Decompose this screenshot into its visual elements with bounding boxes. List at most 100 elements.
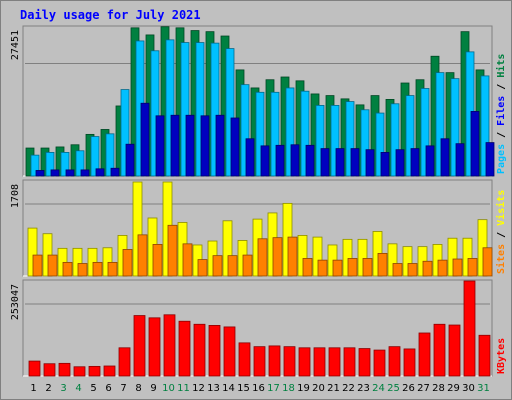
bar-pages-day-25	[395, 149, 405, 177]
bar-sites-day-19	[302, 258, 313, 277]
bar-sites-day-21	[332, 259, 343, 277]
bar-files-day-20	[315, 105, 325, 177]
bar-kbytes-day-15	[238, 342, 251, 377]
bar-kbytes-day-5	[88, 365, 101, 377]
bar-pages-day-29	[455, 143, 465, 177]
bar-sites-day-8	[137, 234, 148, 277]
x-label-day-27: 27	[417, 383, 430, 394]
bar-sites-day-13	[212, 255, 223, 277]
legend-label: Hits	[495, 54, 507, 78]
bar-visits-day-6	[102, 247, 113, 277]
bar-kbytes-day-8	[133, 315, 146, 377]
x-label-day-22: 22	[342, 383, 355, 394]
legend-hits-files-pages: Pages / Files / Hits	[495, 54, 507, 174]
bar-kbytes-day-25	[388, 346, 401, 377]
x-label-day-3: 3	[60, 383, 66, 394]
bar-pages-day-14	[230, 117, 240, 177]
bar-files-day-5	[90, 136, 100, 177]
bar-sites-day-22	[347, 258, 358, 277]
bar-files-day-15	[240, 84, 250, 177]
bar-sites-day-11	[182, 243, 193, 277]
bar-kbytes-day-7	[118, 347, 131, 377]
bar-kbytes-day-12	[193, 323, 206, 377]
bar-pages-day-12	[200, 115, 210, 177]
bar-visits-day-29	[447, 237, 458, 277]
bar-pages-day-4	[80, 169, 90, 177]
bar-kbytes-day-19	[298, 347, 311, 377]
bar-kbytes-day-18	[283, 346, 296, 377]
bar-kbytes-day-22	[343, 347, 356, 377]
bar-files-day-25	[390, 103, 400, 177]
bar-sites-day-12	[197, 259, 208, 277]
bar-kbytes-day-30	[463, 280, 476, 377]
bar-pages-day-8	[140, 102, 150, 177]
bar-kbytes-day-14	[223, 326, 236, 377]
bar-files-day-18	[285, 87, 295, 177]
bar-kbytes-day-27	[418, 332, 431, 377]
bar-files-day-2	[45, 152, 55, 177]
bar-visits-day-4	[72, 247, 83, 277]
bar-files-day-23	[360, 109, 370, 177]
x-label-day-30: 30	[462, 383, 475, 394]
x-label-day-8: 8	[135, 383, 141, 394]
bar-kbytes-day-9	[148, 317, 161, 377]
x-label-day-7: 7	[120, 383, 126, 394]
legend-kbytes: KBytes	[496, 338, 507, 374]
bar-kbytes-day-29	[448, 324, 461, 377]
bar-pages-day-19	[305, 144, 315, 177]
bar-files-day-9	[150, 50, 160, 177]
bar-pages-day-15	[245, 138, 255, 177]
bar-pages-day-13	[215, 114, 225, 177]
bar-sites-day-23	[362, 258, 373, 277]
bar-sites-day-31	[482, 247, 493, 277]
x-label-day-4: 4	[75, 383, 81, 394]
bar-files-day-13	[210, 42, 220, 177]
bar-kbytes-day-4	[73, 366, 86, 377]
bar-files-day-24	[375, 112, 385, 177]
bar-kbytes-day-24	[373, 349, 386, 377]
legend-visits-sites: Sites / Visits	[495, 190, 507, 274]
legend-label: Pages	[496, 144, 507, 174]
x-label-day-12: 12	[192, 383, 205, 394]
bar-files-day-31	[480, 75, 490, 177]
bar-kbytes-day-21	[328, 347, 341, 377]
bar-files-day-7	[120, 89, 130, 177]
bar-visits-day-19	[297, 235, 308, 277]
x-label-day-20: 20	[312, 383, 325, 394]
bar-files-day-11	[180, 42, 190, 177]
bar-sites-day-20	[317, 259, 328, 277]
x-label-day-18: 18	[282, 383, 295, 394]
bar-kbytes-day-13	[208, 325, 221, 377]
x-label-day-1: 1	[30, 383, 36, 394]
bar-files-day-28	[435, 72, 445, 177]
bar-files-day-27	[420, 88, 430, 177]
x-label-day-31: 31	[477, 383, 490, 394]
max-label-visits-sites: 1708	[10, 184, 21, 208]
bar-sites-day-27	[422, 260, 433, 277]
x-label-day-16: 16	[252, 383, 265, 394]
legend-label: Visits	[495, 190, 507, 226]
bar-kbytes-day-26	[403, 348, 416, 377]
bar-pages-day-26	[410, 148, 420, 177]
bar-files-day-6	[105, 133, 115, 177]
bar-visits-day-26	[402, 246, 413, 277]
x-label-day-13: 13	[207, 383, 220, 394]
bar-pages-day-17	[275, 144, 285, 177]
bar-files-day-1	[30, 154, 40, 177]
bar-kbytes-day-10	[163, 314, 176, 377]
bar-visits-day-1	[27, 227, 38, 277]
x-label-day-15: 15	[237, 383, 250, 394]
bar-files-day-19	[300, 90, 310, 177]
bar-kbytes-day-20	[313, 347, 326, 377]
bar-files-day-21	[330, 105, 340, 177]
bar-sites-day-28	[437, 259, 448, 277]
bar-pages-day-16	[260, 145, 270, 177]
bar-kbytes-day-11	[178, 320, 191, 377]
bar-visits-day-14	[222, 220, 233, 277]
bar-pages-day-30	[470, 111, 480, 177]
bar-pages-day-1	[35, 170, 45, 177]
bar-kbytes-day-17	[268, 345, 281, 377]
bar-pages-day-22	[350, 148, 360, 177]
bar-pages-day-9	[155, 115, 165, 177]
bar-files-day-16	[255, 91, 265, 177]
